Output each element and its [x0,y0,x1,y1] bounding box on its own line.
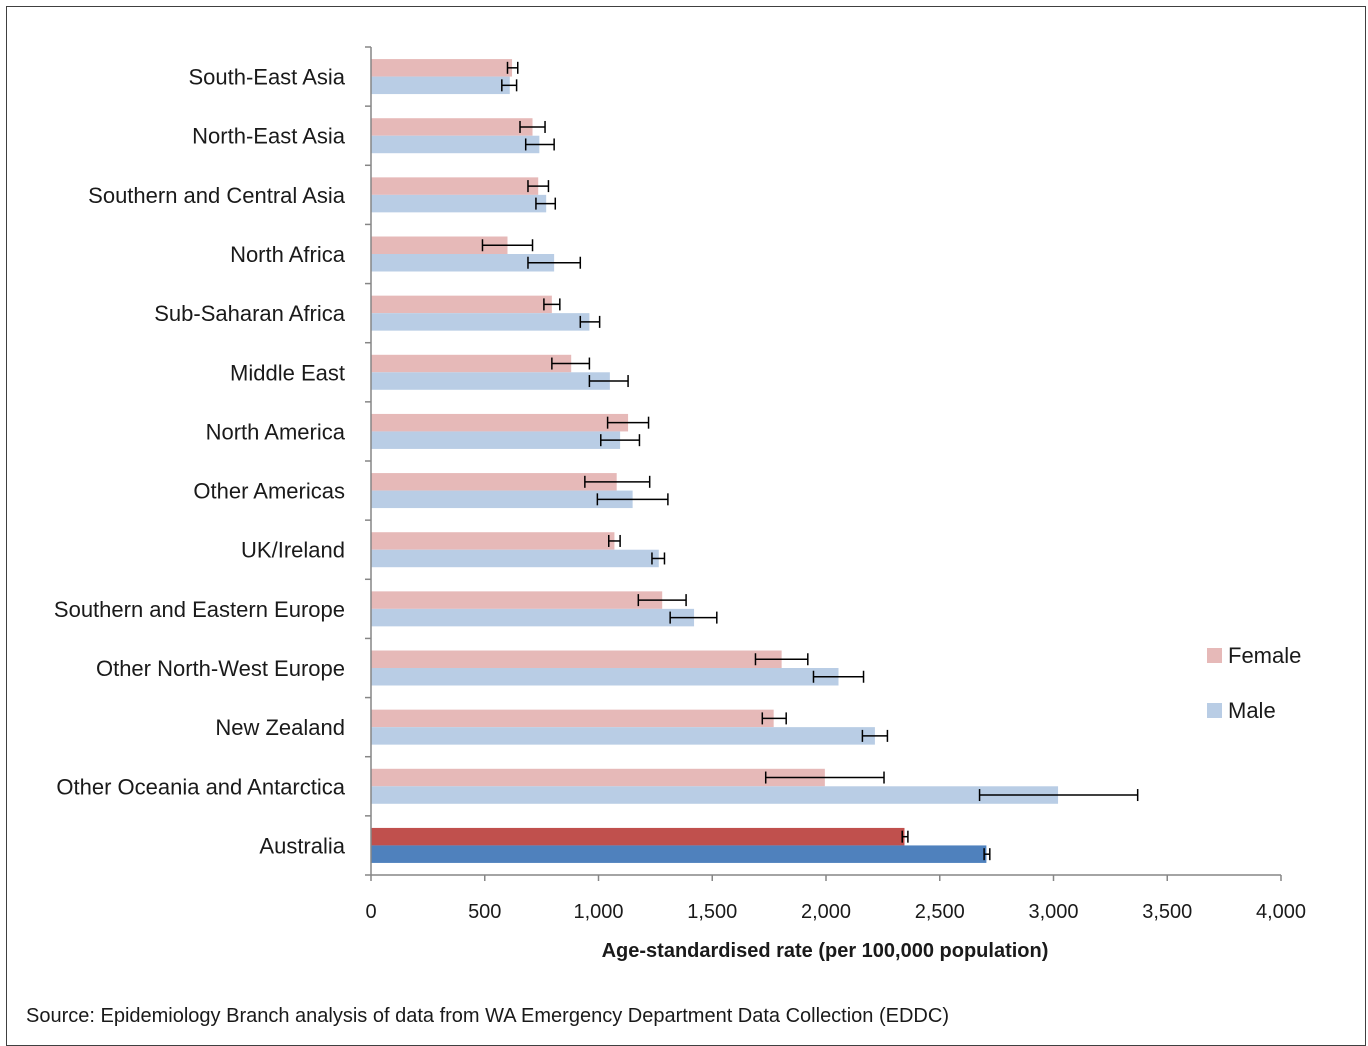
bar-male-10 [371,668,839,686]
error-bar-female-5 [551,357,591,370]
bar-male-0 [371,76,510,95]
error-bar-female-2 [527,180,550,193]
category-label-12: Other Oceania and Antarctica [56,774,345,799]
bar-female-11 [371,709,774,728]
error-bar-female-4 [543,298,561,311]
error-bar-male-12 [978,789,1139,802]
legend-swatch-male [1207,703,1222,718]
error-bar-male-0 [501,79,518,92]
bar-female-5 [371,354,572,373]
category-label-0: South-East Asia [188,65,345,90]
category-label-8: UK/Ireland [241,538,345,563]
category-labels: South-East Asia North-East Asia Southern a… [54,65,346,859]
error-bar-male-7 [596,493,669,506]
bar-female-9 [371,591,663,609]
category-label-2: Southern and Central Asia [88,183,346,208]
legend-label-male: Male [1228,698,1276,723]
error-bar-female-12 [764,771,885,784]
error-bar-male-1 [524,138,555,151]
legend-label-female: Female [1228,643,1301,668]
error-bar-female-10 [754,653,809,666]
bar-male-5 [371,372,610,390]
bar-female-4 [371,295,552,314]
x-tick-label-7: 3,500 [1142,901,1192,923]
axes-layer [365,46,1282,881]
x-tick-label-4: 2,000 [801,901,851,923]
error-bar-female-13 [901,830,909,843]
bar-male-11 [371,727,875,745]
bar-male-3 [371,254,555,272]
bar-male-12 [371,786,1059,804]
x-tick-label-6: 3,000 [1028,901,1078,923]
category-label-9: Southern and Eastern Europe [54,597,345,622]
error-bars-layer [481,61,1139,861]
bar-male-9 [371,608,695,627]
error-bar-male-6 [600,434,641,447]
error-bar-male-11 [861,729,889,742]
legend: Female Male [1207,643,1301,723]
legend-item-male: Male [1207,698,1276,723]
x-tick-labels: 0 500 1,000 1,500 2,000 2,500 3,000 3,500 4,000 [365,901,1306,923]
error-bar-male-9 [669,611,718,624]
error-bar-female-1 [519,120,546,133]
x-tick-label-0: 0 [365,901,376,923]
error-bar-female-6 [606,416,650,429]
bar-male-2 [371,194,547,213]
error-bar-male-8 [651,552,666,565]
x-tick-label-8: 4,000 [1256,901,1306,923]
bar-male-6 [371,431,621,449]
category-label-13: Australia [259,833,345,858]
x-axis-title: Age-standardised rate (per 100,000 popul… [602,940,1049,962]
bar-female-10 [371,650,782,668]
bar-male-13 [371,845,987,863]
legend-item-female: Female [1207,643,1301,668]
error-bar-female-0 [506,61,519,74]
category-label-4: Sub-Saharan Africa [154,301,346,326]
category-label-1: North-East Asia [192,124,346,149]
x-tick-label-5: 2,500 [915,901,965,923]
error-bar-male-5 [588,375,629,388]
source-note: Source: Epidemiology Branch analysis of … [26,1005,949,1027]
x-tick-label-1: 500 [468,901,501,923]
category-label-7: Other Americas [193,479,345,504]
bar-female-6 [371,413,629,432]
category-label-10: Other North-West Europe [96,656,345,681]
error-bar-male-4 [579,315,601,328]
bar-male-4 [371,313,590,331]
bar-female-8 [371,532,615,550]
bar-male-8 [371,549,659,568]
bar-female-1 [371,118,533,136]
error-bar-female-8 [607,534,621,547]
bar-male-7 [371,490,633,509]
bar-female-3 [371,236,508,254]
bar-female-7 [371,473,617,491]
error-bar-female-7 [584,475,651,488]
error-bar-male-3 [527,256,582,269]
error-bar-male-13 [983,848,991,861]
bars-layer [371,59,1059,863]
category-label-3: North Africa [230,242,346,267]
error-bar-female-9 [637,594,687,607]
chart-frame [6,6,1366,1046]
x-tick-label-2: 1,000 [573,901,623,923]
bar-male-1 [371,135,540,154]
bar-female-0 [371,59,513,77]
error-bar-female-11 [761,712,787,725]
bar-female-2 [371,177,539,195]
error-bar-male-10 [812,670,865,683]
error-bar-male-2 [535,197,557,210]
bar-female-13 [371,827,905,846]
category-label-11: New Zealand [215,715,345,740]
category-label-6: North America [206,419,346,444]
legend-swatch-female [1207,648,1222,663]
x-tick-label-3: 1,500 [687,901,737,923]
error-bar-female-3 [481,239,534,252]
category-label-5: Middle East [230,360,345,385]
bar-female-12 [371,768,825,787]
